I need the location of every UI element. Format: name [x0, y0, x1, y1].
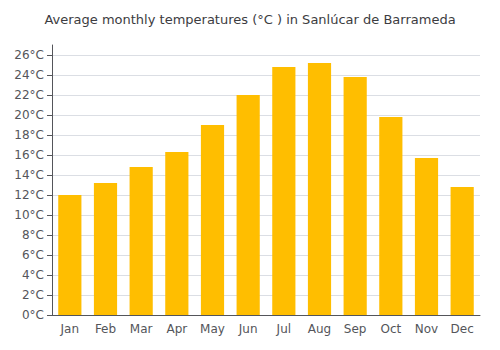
svg-text:Apr: Apr [166, 322, 187, 336]
svg-text:10°C: 10°C [14, 208, 44, 222]
svg-text:4°C: 4°C [22, 268, 44, 282]
svg-text:Jun: Jun [238, 322, 258, 336]
svg-text:Sep: Sep [344, 322, 367, 336]
svg-text:2°C: 2°C [22, 288, 44, 302]
svg-text:Dec: Dec [451, 322, 474, 336]
svg-text:May: May [200, 322, 225, 336]
svg-text:Nov: Nov [415, 322, 438, 336]
svg-text:Average monthly temperatures (: Average monthly temperatures (°C ) in Sa… [44, 12, 455, 27]
svg-text:22°C: 22°C [14, 88, 44, 102]
svg-text:20°C: 20°C [14, 108, 44, 122]
svg-text:18°C: 18°C [14, 128, 44, 142]
svg-text:Mar: Mar [130, 322, 153, 336]
svg-text:Aug: Aug [308, 322, 331, 336]
svg-text:24°C: 24°C [14, 68, 44, 82]
svg-text:12°C: 12°C [14, 188, 44, 202]
svg-text:6°C: 6°C [22, 248, 44, 262]
svg-text:8°C: 8°C [22, 228, 44, 242]
svg-text:0°C: 0°C [22, 308, 44, 322]
svg-text:14°C: 14°C [14, 168, 44, 182]
svg-text:Oct: Oct [380, 322, 401, 336]
svg-text:Jul: Jul [276, 322, 291, 336]
svg-text:Feb: Feb [95, 322, 116, 336]
svg-text:16°C: 16°C [14, 148, 44, 162]
svg-text:Jan: Jan [60, 322, 80, 336]
svg-text:26°C: 26°C [14, 48, 44, 62]
